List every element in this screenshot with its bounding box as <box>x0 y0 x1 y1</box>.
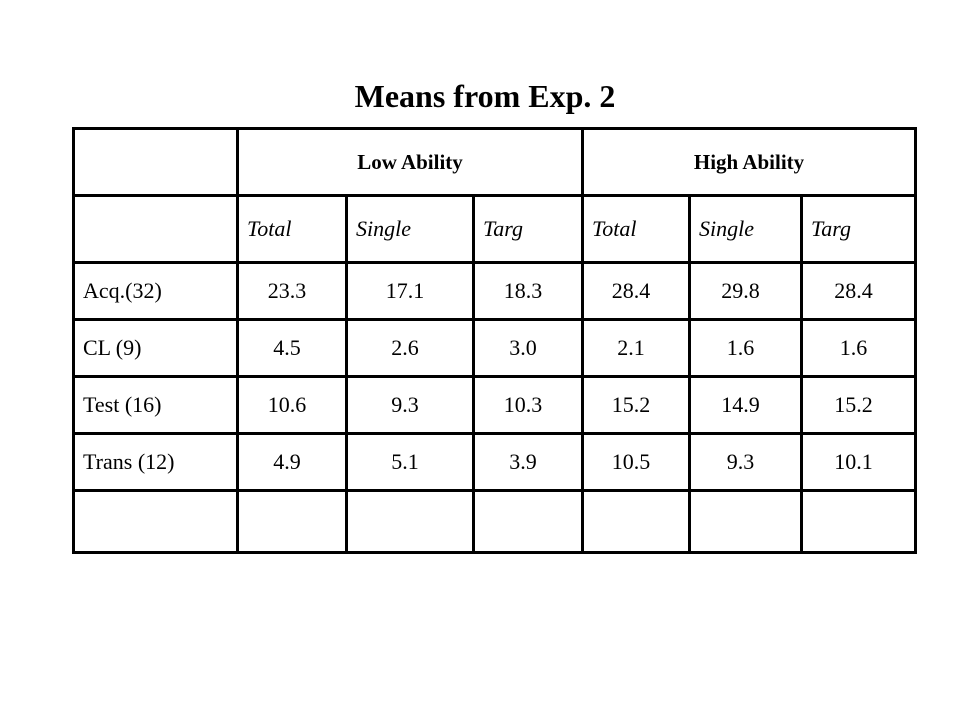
group-header: Low Ability <box>236 127 584 197</box>
cell-value: 10.6 <box>236 375 348 435</box>
empty-cell <box>688 489 803 554</box>
empty-cell <box>72 127 239 197</box>
cell-value: 17.1 <box>345 261 475 321</box>
data-row: CL (9) 4.5 2.6 3.0 2.1 1.6 1.6 <box>72 318 918 378</box>
cell-value: 18.3 <box>472 261 584 321</box>
cell-value: 9.3 <box>345 375 475 435</box>
empty-cell <box>472 489 584 554</box>
subheader: Total <box>581 194 691 264</box>
group-header: High Ability <box>580 127 918 197</box>
row-label: Test (16) <box>72 375 239 435</box>
cell-value: 4.9 <box>236 432 348 492</box>
row-label: CL (9) <box>72 318 239 378</box>
data-row: Test (16) 10.6 9.3 10.3 15.2 14.9 15.2 <box>72 375 918 435</box>
means-table: Low Ability High Ability Total Single Targ To… <box>72 127 918 554</box>
cell-value: 15.2 <box>581 375 691 435</box>
subheader: Single <box>688 194 803 264</box>
subheader: Targ <box>472 194 584 264</box>
cell-value: 3.0 <box>472 318 584 378</box>
cell-value: 10.1 <box>799 432 918 492</box>
cell-value: 29.8 <box>688 261 803 321</box>
cell-value: 9.3 <box>688 432 803 492</box>
cell-value: 1.6 <box>799 318 918 378</box>
cell-value: 15.2 <box>799 375 918 435</box>
cell-value: 2.1 <box>581 318 691 378</box>
empty-cell <box>345 489 475 554</box>
empty-cell <box>799 489 918 554</box>
data-row: Acq.(32) 23.3 17.1 18.3 28.4 29.8 28.4 <box>72 261 918 321</box>
empty-row <box>72 489 918 554</box>
cell-value: 10.5 <box>581 432 691 492</box>
cell-value: 3.9 <box>472 432 584 492</box>
cell-value: 4.5 <box>236 318 348 378</box>
cell-value: 14.9 <box>688 375 803 435</box>
table-body: Low Ability High Ability Total Single Targ To… <box>72 127 918 554</box>
cell-value: 23.3 <box>236 261 348 321</box>
subheader: Single <box>345 194 475 264</box>
title: Means from Exp. 2 <box>354 78 616 114</box>
cell-value: 5.1 <box>345 432 475 492</box>
empty-cell <box>236 489 348 554</box>
subheader: Targ <box>799 194 918 264</box>
empty-cell <box>72 194 239 264</box>
row-label: Acq.(32) <box>72 261 239 321</box>
empty-cell <box>72 489 239 554</box>
cell-value: 28.4 <box>581 261 691 321</box>
cell-value: 10.3 <box>472 375 584 435</box>
row-label: Trans (12) <box>72 432 239 492</box>
subheader: Total <box>236 194 348 264</box>
subheader-row: Total Single Targ Total Single Targ <box>72 194 918 264</box>
cell-value: 2.6 <box>345 318 475 378</box>
empty-cell <box>581 489 691 554</box>
cell-value: 28.4 <box>799 261 918 321</box>
cell-value: 1.6 <box>688 318 803 378</box>
header-row: Low Ability High Ability <box>72 127 918 197</box>
data-row: Trans (12) 4.9 5.1 3.9 10.5 9.3 10.1 <box>72 432 918 492</box>
